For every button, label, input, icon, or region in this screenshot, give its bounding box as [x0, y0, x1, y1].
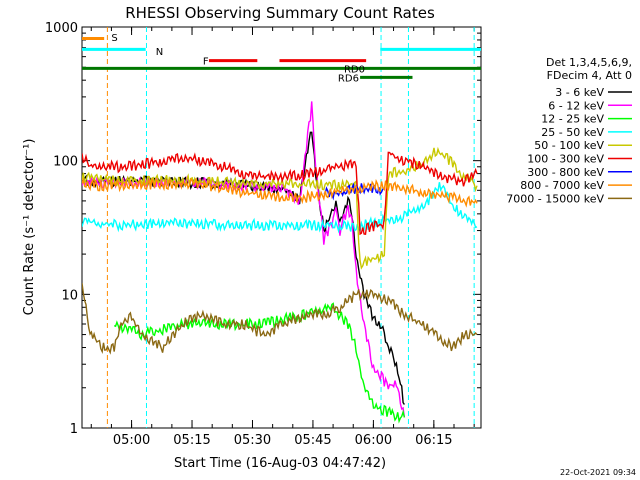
x-tick-label-2: 05:30 — [234, 433, 271, 448]
series-line-25-50keV — [82, 182, 478, 234]
x-tick-label-3: 05:45 — [294, 433, 331, 448]
legend-label-3: 25 - 50 keV — [541, 126, 604, 139]
flag-label-F: F — [203, 57, 209, 68]
plot-frame — [81, 26, 482, 429]
axis-ticks-layer: 1 10 100 1000 05:00 05:15 05:30 05:45 06:00 06:15 — [45, 21, 481, 448]
series-line-50-100keV — [82, 146, 478, 270]
series-line-12-25keV — [113, 302, 406, 424]
series-line-800-7000keV — [82, 177, 478, 208]
x-tick-label-4: 06:00 — [355, 433, 392, 448]
series-line-6-12keV — [82, 101, 406, 418]
legend-label-4: 50 - 100 keV — [534, 139, 604, 152]
footer-timestamp: 22-Oct-2021 09:34 — [560, 468, 636, 477]
x-axis-label: Start Time (16-Aug-03 04:47:42) — [174, 456, 386, 471]
flag-label-RD6: RD6 — [338, 73, 359, 84]
x-tick-label-5: 06:15 — [415, 433, 452, 448]
series-layer — [82, 101, 478, 424]
y-tick-label-1: 10 — [61, 288, 78, 303]
legend-header-line-1: Det 1,3,4,5,6,9, — [546, 56, 632, 69]
chart-title: RHESSI Observing Summary Count Rates — [125, 4, 435, 22]
flag-label-S: S — [111, 33, 117, 44]
series-line-7000-15000keV — [82, 283, 478, 355]
y-axis-label: Count Rate (s⁻¹ detector⁻¹) — [22, 139, 37, 316]
legend-label-7: 800 - 7000 keV — [520, 179, 604, 192]
series-line-100-300keV — [82, 151, 478, 236]
legend-label-5: 100 - 300 keV — [527, 153, 604, 166]
legend-label-2: 12 - 25 keV — [541, 113, 604, 126]
flag-label-N: N — [156, 47, 163, 58]
legend-label-8: 7000 - 15000 keV — [506, 192, 604, 205]
legend-label-0: 3 - 6 keV — [555, 86, 604, 99]
x-tick-label-1: 05:15 — [173, 433, 210, 448]
legend-label-1: 6 - 12 keV — [548, 99, 604, 112]
x-tick-label-0: 05:00 — [113, 433, 150, 448]
legend-header-line-2: FDecim 4, Att 0 — [547, 69, 632, 82]
y-tick-label-0: 1 — [70, 422, 78, 437]
y-tick-label-3: 1000 — [45, 21, 78, 36]
flag-label-RD0: RD0 — [344, 64, 365, 75]
legend-label-6: 300 - 800 keV — [527, 166, 604, 179]
y-tick-label-2: 100 — [53, 155, 78, 170]
